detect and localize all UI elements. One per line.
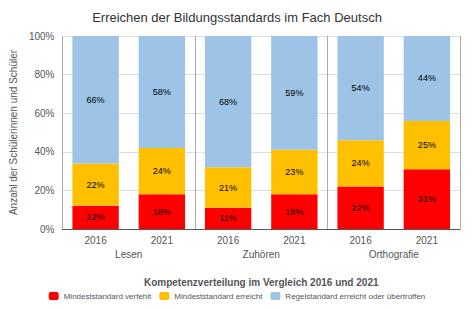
svg-text:59%: 59% [285,88,303,98]
svg-text:Orthografie: Orthografie [369,249,419,260]
svg-text:18%: 18% [285,207,303,217]
svg-text:80%: 80% [34,69,54,80]
svg-text:Regelstandard erreicht oder üb: Regelstandard erreicht oder übertroffen [285,292,425,301]
svg-text:2021: 2021 [151,235,174,246]
svg-text:54%: 54% [352,83,370,93]
svg-text:Mindeststandard verfehlt: Mindeststandard verfehlt [64,292,152,301]
svg-text:Lesen: Lesen [115,249,142,260]
svg-text:24%: 24% [153,166,171,176]
svg-text:Kompetenzverteilung im Verglei: Kompetenzverteilung im Vergleich 2016 un… [144,277,379,288]
svg-text:40%: 40% [34,146,54,157]
svg-text:Mindeststandard erreicht: Mindeststandard erreicht [174,292,263,301]
svg-text:Zuhören: Zuhören [243,249,280,260]
svg-text:12%: 12% [87,212,105,222]
svg-text:25%: 25% [418,140,436,150]
svg-text:58%: 58% [153,87,171,97]
svg-text:31%: 31% [418,194,436,204]
svg-text:21%: 21% [219,183,237,193]
svg-text:66%: 66% [87,95,105,105]
svg-text:68%: 68% [219,97,237,107]
svg-text:44%: 44% [418,73,436,83]
svg-text:2016: 2016 [217,235,240,246]
svg-text:Erreichen der Bildungsstandard: Erreichen der Bildungsstandards im Fach … [92,10,382,25]
svg-text:20%: 20% [34,185,54,196]
svg-text:22%: 22% [352,203,370,213]
svg-text:2021: 2021 [283,235,306,246]
svg-text:2016: 2016 [84,235,107,246]
svg-text:23%: 23% [285,167,303,177]
svg-text:2021: 2021 [416,235,439,246]
svg-text:2016: 2016 [349,235,372,246]
svg-text:100%: 100% [29,31,55,42]
svg-text:22%: 22% [87,180,105,190]
svg-text:11%: 11% [219,213,236,223]
svg-text:0%: 0% [40,224,55,235]
svg-text:60%: 60% [34,108,54,119]
svg-text:18%: 18% [153,207,171,217]
svg-text:Anzahl der Schülerinnen und Sc: Anzahl der Schülerinnen und Schüler [8,49,19,215]
svg-text:24%: 24% [352,158,370,168]
